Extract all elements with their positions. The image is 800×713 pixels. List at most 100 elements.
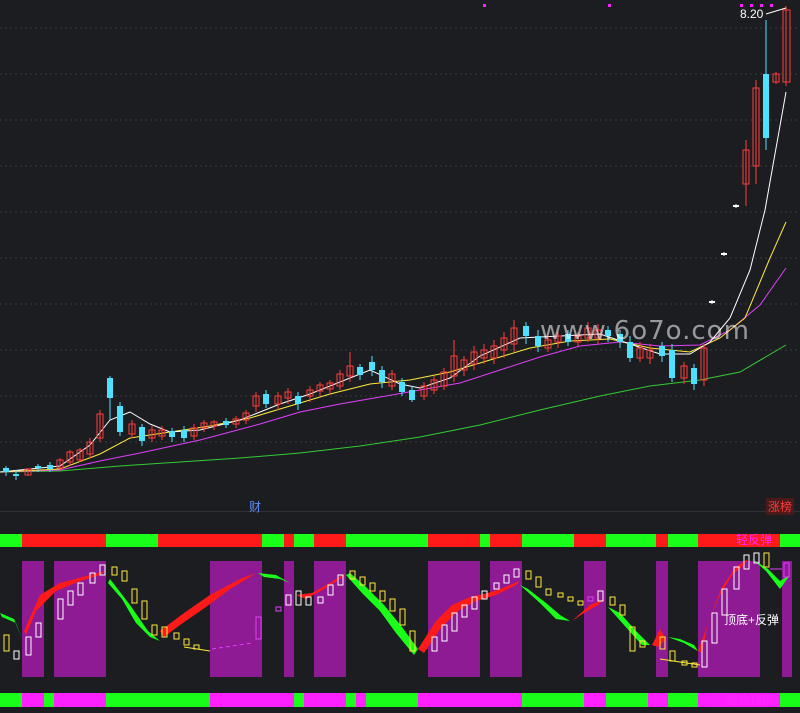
candle (117, 402, 123, 436)
candle (440, 368, 448, 390)
candle (284, 388, 292, 404)
candles (3, 6, 791, 480)
candle (169, 428, 175, 442)
candle (772, 72, 780, 84)
candle (535, 330, 541, 352)
candle (669, 344, 675, 382)
candle (399, 378, 405, 396)
candle (680, 362, 688, 384)
grid-lines (0, 27, 800, 443)
candle (752, 80, 760, 184)
oscillator-ribbon (0, 559, 790, 655)
candle (470, 346, 478, 370)
candle (336, 370, 344, 390)
candle (742, 140, 750, 206)
candle (646, 344, 654, 364)
candle (190, 424, 198, 440)
candle (107, 376, 113, 420)
candle (13, 470, 19, 480)
candle (210, 420, 218, 430)
candle (306, 386, 314, 402)
candle (181, 426, 187, 442)
candle (544, 336, 552, 352)
price-pointer-line (765, 7, 787, 15)
top-signal-strip (0, 534, 800, 547)
light-rebound-label: 轻反弹 (736, 533, 773, 547)
candle (24, 468, 32, 476)
candle (709, 300, 715, 304)
candle (76, 448, 84, 462)
candle (316, 382, 324, 396)
ma-white-line (0, 91, 787, 473)
candle (295, 392, 301, 410)
candle (636, 342, 644, 362)
rank-badge[interactable]: 涨榜 (766, 498, 795, 515)
marker-dot (740, 4, 743, 7)
candle (627, 336, 633, 362)
candle (35, 464, 41, 472)
candle (128, 420, 136, 438)
indicator-panel[interactable]: 轻反弹 顶底+反弹 组合顶底 (0, 513, 800, 708)
candle (242, 410, 250, 424)
candle (369, 356, 375, 376)
finance-badge[interactable]: 财 (249, 500, 262, 514)
candle (480, 344, 488, 364)
candle (3, 466, 9, 476)
candle (450, 340, 458, 382)
candle (594, 324, 602, 344)
ma-magenta-line (0, 267, 787, 473)
candle (721, 252, 727, 256)
candlestick-svg (0, 4, 800, 513)
candle (420, 382, 428, 400)
combo-top-bottom-label: 组合顶底 (726, 693, 775, 707)
oscillator-candles (3, 552, 790, 668)
candle (565, 330, 571, 346)
candle (523, 322, 529, 344)
candle (659, 342, 665, 362)
high-price-label: 8.20 (740, 7, 764, 21)
candle (56, 458, 64, 470)
candle (510, 320, 518, 352)
marker-dot (770, 4, 773, 7)
candle (490, 340, 498, 364)
candle (700, 344, 708, 386)
candle (430, 376, 438, 394)
candle (782, 6, 791, 86)
candle (47, 462, 53, 472)
candle (763, 20, 769, 150)
candle (584, 322, 592, 342)
candle (326, 380, 334, 394)
candle (96, 410, 104, 442)
candle (554, 332, 562, 348)
candle (158, 426, 166, 440)
candle (263, 390, 269, 408)
candle (605, 326, 611, 342)
candle (500, 332, 508, 358)
ma-green-line (0, 344, 787, 473)
candle (346, 352, 354, 382)
main-price-chart[interactable]: 8.20 www.6o7o.com 财 涨榜 (0, 0, 800, 515)
top-markers (483, 4, 773, 7)
candle (86, 438, 94, 458)
candle (379, 366, 385, 388)
oscillator-dashes (183, 568, 782, 666)
candle (574, 332, 582, 346)
candle (691, 364, 697, 390)
candle (617, 330, 623, 348)
candle (460, 356, 468, 376)
candle (252, 392, 260, 412)
marker-dot (750, 4, 753, 7)
indicator-svg (0, 534, 800, 707)
candle (409, 386, 415, 402)
candle (357, 364, 363, 380)
candle (223, 418, 229, 428)
marker-dot (760, 4, 763, 7)
candle (232, 416, 240, 428)
signal-annotation: 顶底+反弹 (724, 613, 780, 627)
candle (66, 450, 74, 466)
candle (200, 420, 208, 432)
ma-yellow-line (0, 221, 787, 473)
candle (733, 204, 739, 208)
bottom-signal-strip (0, 693, 800, 707)
candle (274, 392, 282, 410)
